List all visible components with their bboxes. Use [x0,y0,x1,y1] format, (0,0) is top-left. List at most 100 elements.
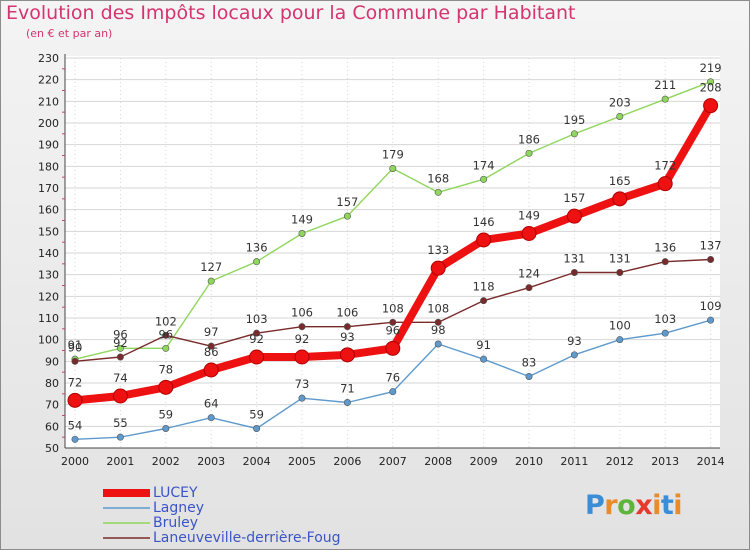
data-label: 76 [385,371,400,385]
data-label: 83 [522,356,537,370]
data-point [389,165,397,173]
data-label: 131 [563,252,585,266]
x-tick-label: 2011 [560,455,588,468]
data-label: 96 [158,327,173,341]
data-label: 106 [291,306,313,320]
legend-label-lucey: LUCEY [153,485,198,501]
data-point [298,230,306,238]
data-point [343,323,351,331]
x-tick-label: 2012 [606,455,634,468]
data-label: 108 [427,301,449,315]
legend-label-bruley: Bruley [153,515,199,531]
data-label: 149 [291,213,313,227]
x-tick-label: 2008 [424,455,452,468]
data-point [71,435,79,443]
data-label: 92 [249,332,264,346]
x-tick-label: 2002 [152,455,180,468]
data-point [253,258,261,266]
data-point [661,329,669,337]
data-label: 64 [204,397,219,411]
y-tick-label: 190 [38,139,59,152]
data-point [616,336,624,344]
data-label: 219 [700,61,722,75]
data-label: 92 [113,336,128,350]
data-point [525,284,533,292]
y-tick-label: 180 [38,160,59,173]
chart-title: Evolution des Impôts locaux pour la Comm… [6,2,576,24]
y-tick-label: 110 [38,312,59,325]
data-point [67,392,83,408]
data-label: 136 [246,241,268,255]
x-tick-label: 2001 [106,455,134,468]
legend-label-lagney: Lagney [153,500,205,516]
y-tick-label: 210 [38,95,59,108]
data-point [570,130,578,138]
data-label: 168 [427,171,449,185]
x-tick-label: 2009 [470,455,498,468]
data-point [298,323,306,331]
data-point [116,433,124,441]
data-point [476,232,492,248]
data-label: 54 [68,418,83,432]
y-tick-label: 220 [38,74,59,87]
data-point [480,175,488,183]
y-tick-label: 200 [38,117,59,130]
data-label: 195 [563,113,585,127]
data-label: 59 [158,408,173,422]
y-tick-label: 140 [38,247,59,260]
data-point [616,268,624,276]
data-label: 90 [68,340,83,354]
data-point [343,398,351,406]
data-point [207,414,215,422]
data-label: 98 [431,323,446,337]
data-point [430,260,446,276]
data-label: 118 [473,280,495,294]
proxiti-logo: Proxiti [585,490,683,521]
chart-subtitle: (en € et par an) [26,27,113,40]
x-tick-label: 2007 [379,455,407,468]
data-label: 100 [609,319,631,333]
data-label: 127 [200,260,222,274]
data-point [480,355,488,363]
y-tick-label: 150 [38,225,59,238]
data-label: 93 [340,330,355,344]
data-point [249,349,265,365]
data-label: 146 [473,215,495,229]
data-point [112,388,128,404]
data-label: 102 [155,314,177,328]
data-point [657,176,673,192]
data-point [158,379,174,395]
y-tick-label: 60 [45,420,59,433]
data-label: 91 [476,338,491,352]
data-point [570,268,578,276]
data-label: 71 [340,382,355,396]
data-label: 131 [609,252,631,266]
data-point [570,351,578,359]
data-label: 186 [518,132,540,146]
data-label: 74 [113,371,128,385]
data-label: 91 [68,338,83,352]
data-label: 97 [204,325,219,339]
data-point [616,113,624,121]
data-point [707,316,715,324]
data-point [525,149,533,157]
data-label: 174 [473,158,495,172]
data-point [294,349,310,365]
y-tick-label: 100 [38,334,59,347]
data-point [661,95,669,103]
data-label: 137 [700,239,722,253]
data-label: 106 [336,306,358,320]
data-point [434,188,442,196]
y-tick-label: 120 [38,290,59,303]
x-tick-label: 2000 [61,455,89,468]
data-point [116,353,124,361]
data-point [434,340,442,348]
data-label: 109 [700,299,722,313]
data-label: 108 [382,301,404,315]
x-tick-label: 2013 [651,455,679,468]
data-point [707,255,715,263]
data-label: 136 [654,241,676,255]
data-point [71,357,79,365]
data-point [298,394,306,402]
